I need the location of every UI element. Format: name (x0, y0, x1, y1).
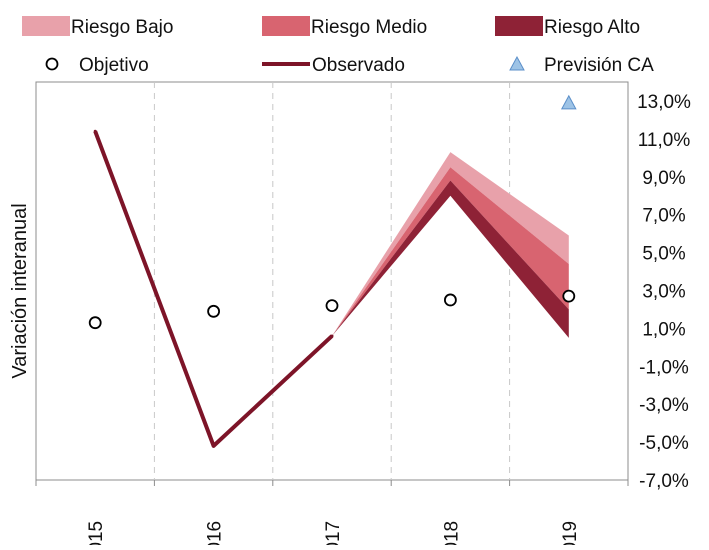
marker-objetivo-2019 (562, 289, 576, 303)
x-tick-label-2015: 2015 (86, 521, 107, 545)
legend-swatch-objetivo (45, 57, 59, 71)
y-tick-label-11-0: 11,0% (638, 130, 691, 151)
y-tick-label-7-0: 7,0% (642, 206, 685, 227)
y-tick-label-3-0: -3,0% (639, 395, 689, 416)
legend-swatch-prevision-ca (509, 55, 525, 71)
band-riesgo-medio (332, 167, 569, 336)
legend-swatch-riesgo-alto (495, 16, 543, 36)
y-tick-label-1-0: 1,0% (642, 319, 685, 340)
plot-area (35, 81, 629, 481)
marker-prevision-ca-2019 (560, 94, 577, 110)
y-tick-label-9-0: 9,0% (642, 168, 685, 189)
y-tick-label-3-0: 3,0% (642, 281, 685, 302)
legend-label-riesgo-alto: Riesgo Alto (544, 17, 640, 38)
marker-objetivo-2017 (325, 299, 339, 313)
legend-label-riesgo-medio: Riesgo Medio (311, 17, 427, 38)
legend-label-prevision-ca: Previsión CA (544, 55, 654, 76)
marker-objetivo-2015 (88, 316, 102, 330)
legend-label-objetivo: Objetivo (79, 55, 149, 76)
x-tick-label-2016: 2016 (205, 521, 226, 545)
band-riesgo-alto (332, 180, 569, 338)
series-point-observado-2017 (330, 334, 334, 338)
y-tick-label-1-0: -1,0% (639, 357, 689, 378)
marker-objetivo-2018 (443, 293, 457, 307)
series-line-observado (93, 130, 334, 448)
y-tick-label-5-0: -5,0% (639, 433, 689, 454)
series-point-observado-2016 (212, 444, 216, 448)
y-tick-label-13-0: 13,0% (637, 92, 691, 113)
legend-swatch-riesgo-medio (262, 16, 310, 36)
x-tick-label-2018: 2018 (441, 521, 462, 545)
y-axis-title: Variación interanual (9, 203, 31, 378)
x-tick-label-2017: 2017 (323, 521, 344, 545)
band-riesgo-bajo (332, 152, 569, 336)
legend-label-riesgo-bajo: Riesgo Bajo (71, 17, 173, 38)
series-point-observado-2015 (93, 129, 97, 133)
y-tick-label-5-0: 5,0% (642, 244, 685, 265)
x-tick-label-2019: 2019 (560, 521, 581, 545)
y-tick-label-7-0: -7,0% (639, 471, 689, 492)
legend-label-observado: Observado (312, 55, 405, 76)
marker-objetivo-2016 (207, 304, 221, 318)
legend-swatch-riesgo-bajo (22, 16, 70, 36)
